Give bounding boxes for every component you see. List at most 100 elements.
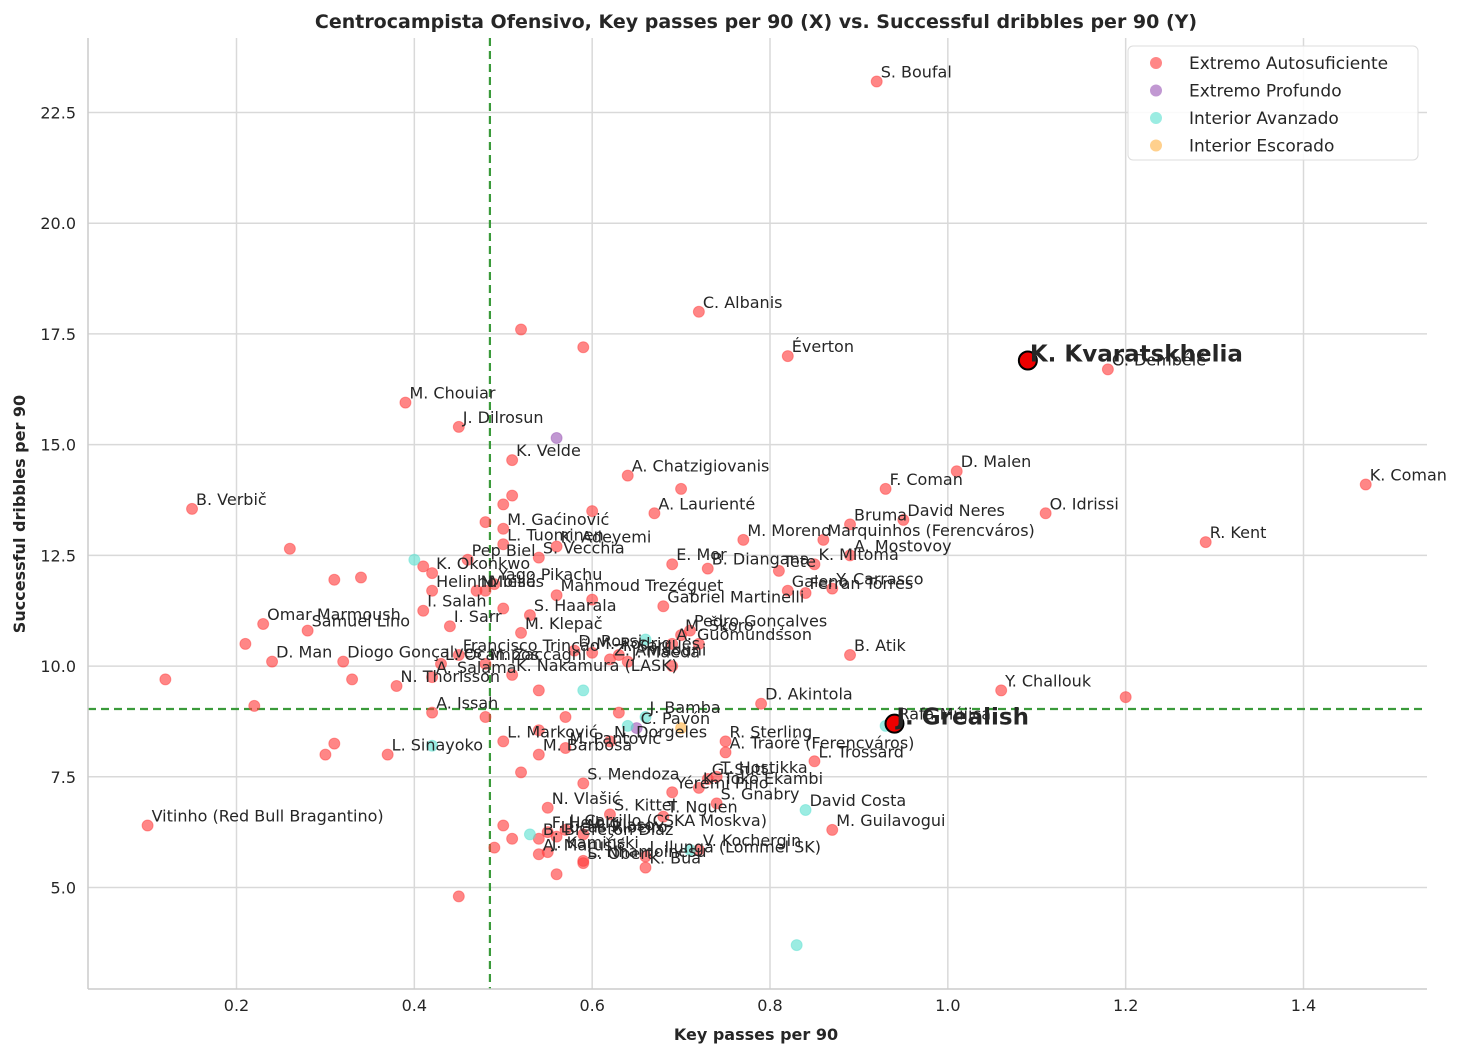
data-points bbox=[141, 75, 1372, 952]
data-point bbox=[408, 553, 421, 566]
data-point bbox=[497, 522, 510, 535]
highlight-label: K. Kvaratskhelia bbox=[1030, 342, 1243, 368]
x-tick-label: 1.2 bbox=[1113, 996, 1138, 1015]
data-point bbox=[550, 540, 563, 553]
data-point bbox=[390, 680, 403, 692]
x-tick-label: 1.4 bbox=[1291, 996, 1316, 1015]
point-label: K. Okonkwo bbox=[436, 554, 530, 573]
data-point bbox=[870, 75, 883, 88]
point-label: S. Mendoza bbox=[587, 764, 679, 783]
data-point bbox=[586, 646, 599, 659]
data-point bbox=[995, 684, 1008, 697]
data-point bbox=[506, 832, 519, 845]
point-label: David Neres bbox=[907, 501, 1005, 520]
point-label: K. Mitoma bbox=[818, 545, 898, 564]
point-label: K. Velde bbox=[516, 441, 581, 460]
legend-entry: Extremo Profundo bbox=[1189, 82, 1342, 102]
data-point bbox=[826, 823, 839, 836]
point-label: C. Albanis bbox=[703, 293, 783, 312]
data-point bbox=[755, 697, 768, 710]
point-label: M. Chouiar bbox=[409, 384, 495, 403]
point-label: B. Verbič bbox=[196, 490, 267, 509]
data-point bbox=[781, 350, 794, 363]
data-point bbox=[844, 649, 857, 661]
point-label: D. Malen bbox=[961, 452, 1032, 471]
data-point bbox=[515, 626, 528, 639]
highlight-point bbox=[1017, 350, 1038, 371]
data-point bbox=[354, 571, 367, 584]
data-point bbox=[675, 722, 688, 735]
point-labels: S. Boufal C. Albanis Éverton O. Dembélé M. C… bbox=[152, 63, 1447, 868]
data-point bbox=[488, 841, 501, 854]
point-label: S. Haarala bbox=[534, 596, 617, 615]
data-point bbox=[666, 637, 679, 650]
data-point bbox=[568, 644, 581, 657]
data-point bbox=[879, 482, 892, 495]
point-label: S. Vecchia bbox=[543, 539, 625, 558]
point-label: Vitinho (Red Bull Bragantino) bbox=[152, 807, 384, 826]
point-label: M. Guilavogui bbox=[836, 811, 945, 830]
point-label: Pedro Gonçalves bbox=[694, 612, 827, 631]
point-label: Francisco Trincão bbox=[463, 636, 600, 655]
data-point bbox=[950, 465, 963, 478]
point-label: G. Sutt bbox=[712, 760, 767, 779]
axes: 0.2 0.4 0.6 0.8 1.0 1.2 1.4 5.0 7.5 10.0 12.5 15.0 1… bbox=[40, 38, 1427, 1015]
data-point bbox=[577, 684, 590, 697]
point-label: R. Kent bbox=[1210, 523, 1267, 542]
data-point bbox=[443, 620, 456, 633]
data-point bbox=[577, 341, 590, 354]
data-point bbox=[248, 699, 261, 712]
data-point bbox=[612, 649, 625, 661]
point-label: J. Dilrosun bbox=[462, 408, 544, 427]
point-label: S. Boufal bbox=[881, 63, 952, 82]
legend-marker bbox=[1150, 84, 1162, 97]
data-point bbox=[488, 578, 501, 591]
data-point bbox=[532, 832, 545, 845]
point-label: A. Chatzigiovanis bbox=[632, 457, 770, 476]
data-point bbox=[550, 432, 563, 444]
point-label: Helinho bbox=[436, 572, 497, 591]
legend-marker bbox=[1150, 57, 1162, 69]
data-point bbox=[639, 711, 652, 723]
data-point bbox=[586, 505, 599, 518]
point-label: T. Nguen bbox=[666, 798, 737, 817]
point-label: S. Gnabry bbox=[721, 784, 800, 803]
point-label: B. Atik bbox=[854, 636, 907, 655]
point-label: S. Obert bbox=[587, 844, 653, 863]
data-point bbox=[515, 323, 528, 336]
point-label: Rafa Mújica bbox=[898, 705, 991, 724]
data-point bbox=[452, 420, 465, 433]
data-point bbox=[541, 801, 554, 814]
data-point bbox=[666, 660, 679, 673]
data-point bbox=[399, 396, 412, 409]
x-axis-label: Key passes per 90 bbox=[674, 1025, 838, 1044]
data-point bbox=[657, 810, 670, 823]
data-point bbox=[559, 742, 572, 754]
grid bbox=[88, 38, 1427, 989]
data-point bbox=[426, 567, 439, 580]
data-point bbox=[1199, 536, 1212, 549]
point-label: N. Vlašić bbox=[552, 789, 621, 808]
data-point bbox=[239, 637, 252, 650]
chart-title: Centrocampista Ofensivo, Key passes per … bbox=[315, 11, 1197, 33]
data-point bbox=[781, 584, 794, 597]
data-point bbox=[550, 868, 563, 881]
data-point bbox=[692, 305, 705, 318]
data-point bbox=[426, 671, 439, 684]
data-point bbox=[532, 724, 545, 737]
data-point bbox=[541, 826, 554, 839]
point-label: M. Rodrigues bbox=[596, 634, 700, 653]
point-label: Omar Marmoush bbox=[267, 605, 401, 624]
y-tick-label: 12.5 bbox=[40, 546, 76, 565]
point-label: M. Vlasov bbox=[587, 815, 664, 834]
data-point bbox=[532, 748, 545, 761]
data-point bbox=[523, 609, 536, 622]
point-label: E. Mor bbox=[676, 545, 727, 564]
point-label: K. Coman bbox=[1370, 466, 1447, 485]
data-point bbox=[577, 857, 590, 870]
data-point bbox=[621, 719, 634, 732]
data-point bbox=[479, 516, 492, 529]
point-label: L. Tuominen bbox=[507, 525, 604, 544]
point-label: M. Zaccagni bbox=[489, 645, 586, 664]
data-point bbox=[461, 553, 474, 566]
